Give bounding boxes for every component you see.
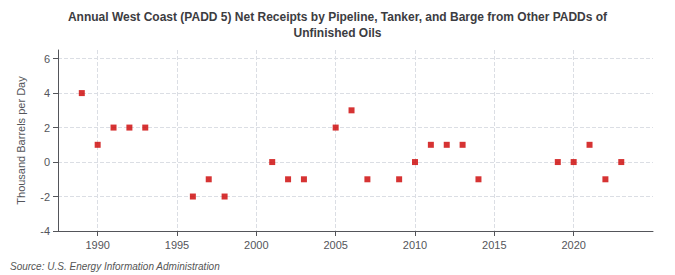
svg-text:2015: 2015 — [482, 239, 506, 251]
svg-text:2: 2 — [44, 122, 50, 134]
svg-text:2000: 2000 — [244, 239, 268, 251]
svg-text:1990: 1990 — [85, 239, 109, 251]
svg-text:0: 0 — [44, 156, 50, 168]
svg-text:4: 4 — [44, 87, 50, 99]
svg-text:Source: U.S. Energy Informatio: Source: U.S. Energy Information Administ… — [10, 261, 220, 272]
svg-text:Unfinished Oils: Unfinished Oils — [293, 26, 381, 40]
svg-text:2020: 2020 — [561, 239, 585, 251]
svg-text:Thousand Barrels per Day: Thousand Barrels per Day — [15, 76, 27, 205]
svg-text:-2: -2 — [40, 191, 50, 203]
svg-text:1995: 1995 — [165, 239, 189, 251]
svg-text:Annual West Coast (PADD 5) Net: Annual West Coast (PADD 5) Net Receipts … — [68, 10, 608, 24]
svg-text:2005: 2005 — [323, 239, 347, 251]
svg-text:-4: -4 — [40, 225, 50, 237]
svg-text:6: 6 — [44, 53, 50, 65]
svg-text:2010: 2010 — [403, 239, 427, 251]
